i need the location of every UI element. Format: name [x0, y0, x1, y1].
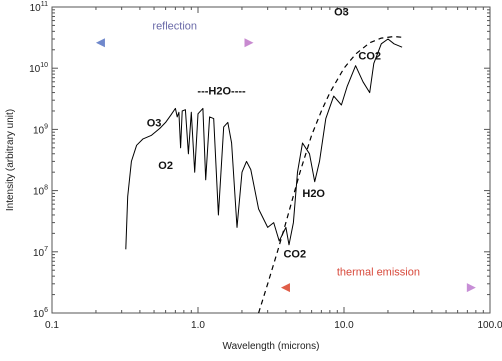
feature-label: CO2: [283, 249, 306, 261]
y-tick-label: 1010: [29, 62, 48, 75]
range-label: thermal emission: [337, 266, 420, 278]
feature-label: CO2: [358, 51, 381, 63]
feature-label: O3: [147, 117, 162, 129]
feature-label: ---H2O----: [197, 86, 246, 98]
range-arrows: reflection thermal emission: [95, 20, 476, 293]
y-tick-label: 108: [33, 185, 48, 198]
range-arrow-head-left: [280, 283, 290, 293]
range-arrow-head-right: [244, 38, 254, 48]
plot-frame: [51, 6, 491, 314]
x-axis-label: Wavelength (microns): [223, 341, 320, 352]
feature-label: H2O: [302, 188, 325, 200]
y-axis-label: Intensity (arbitrary unit): [5, 109, 16, 211]
x-tick-label: 1.0: [191, 320, 205, 331]
y-tick-label: 109: [33, 123, 48, 136]
y-tick-label: 1011: [30, 1, 48, 14]
range-label: reflection: [152, 20, 197, 32]
x-tick-label: 100.0: [477, 320, 502, 331]
x-tick-label: 0.1: [45, 320, 59, 331]
y-tick-label: 106: [33, 307, 48, 320]
feature-label: O2: [158, 160, 173, 172]
range-arrow-head-right: [466, 283, 476, 293]
feature-label: O3: [334, 6, 349, 18]
x-tick-label: 10.0: [334, 320, 354, 331]
annotations: O3 O2 ---H2O---- CO2 H2O O3 CO2: [147, 6, 381, 260]
y-tick-label: 107: [33, 246, 48, 259]
series-layer: [125, 35, 403, 314]
range-arrow-head-left: [95, 38, 105, 48]
axis-ticks: 0.1 1.0 10.0 100.0 106 107 108 109 1010 1011: [29, 1, 502, 331]
spectrum-line: [125, 38, 403, 250]
blackbody-dashed-curve: [258, 35, 403, 314]
